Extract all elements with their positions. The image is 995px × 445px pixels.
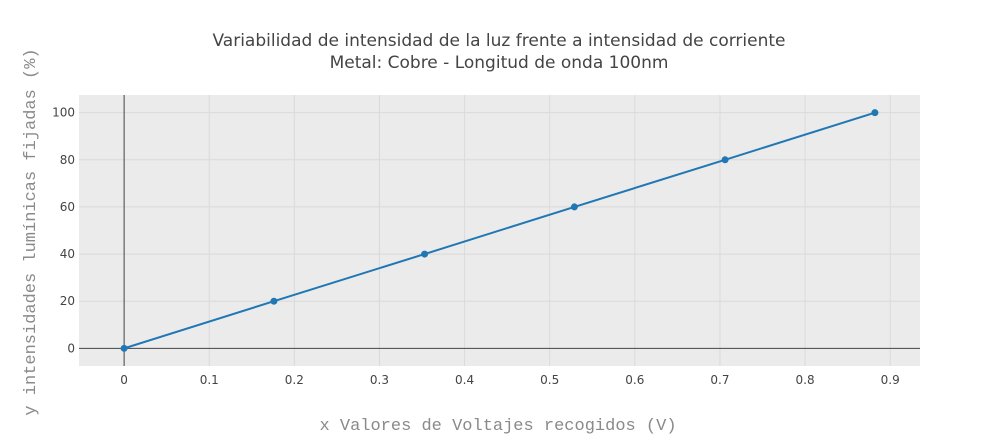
chart-title: Variabilidad de intensidad de la luz fre… [212, 31, 785, 51]
y-tick-label: 100 [52, 106, 75, 120]
x-tick-label: 0.6 [625, 373, 644, 387]
x-tick-label: 0 [120, 373, 128, 387]
grid-lines [79, 95, 920, 366]
x-tick-label: 0.5 [540, 373, 559, 387]
data-point [871, 109, 879, 117]
x-tick-label: 0.1 [200, 373, 219, 387]
x-tick-label: 0.3 [370, 373, 389, 387]
data-point [570, 203, 578, 211]
zero-lines [79, 95, 920, 366]
data-point [120, 344, 128, 352]
data-point [421, 250, 429, 258]
x-tick-label: 0.2 [285, 373, 304, 387]
x-tick-label: 0.4 [455, 373, 474, 387]
x-tick-labels: 0 0.1 0.2 0.3 0.4 0.5 0.6 0.7 0.8 0.9 [120, 373, 899, 387]
y-tick-label: 80 [60, 153, 75, 167]
data-point [721, 156, 729, 164]
y-tick-label: 20 [60, 294, 75, 308]
data-point [270, 297, 278, 305]
series-layer [120, 109, 879, 352]
y-tick-label: 0 [67, 341, 75, 355]
x-tick-label: 0.8 [796, 373, 815, 387]
x-tick-label: 0.7 [710, 373, 729, 387]
y-axis-title: y intensidades lumínicas fijadas (%) [22, 48, 41, 415]
x-tick-label: 0.9 [881, 373, 900, 387]
y-tick-label: 40 [60, 247, 75, 261]
y-tick-label: 60 [60, 200, 75, 214]
chart-subtitle: Metal: Cobre - Longitud de onda 100nm [330, 53, 669, 73]
y-tick-labels: 0 20 40 60 80 100 [52, 106, 75, 356]
series-line [123, 111, 876, 350]
x-axis-title: x Valores de Voltajes recogidos (V) [319, 417, 676, 436]
